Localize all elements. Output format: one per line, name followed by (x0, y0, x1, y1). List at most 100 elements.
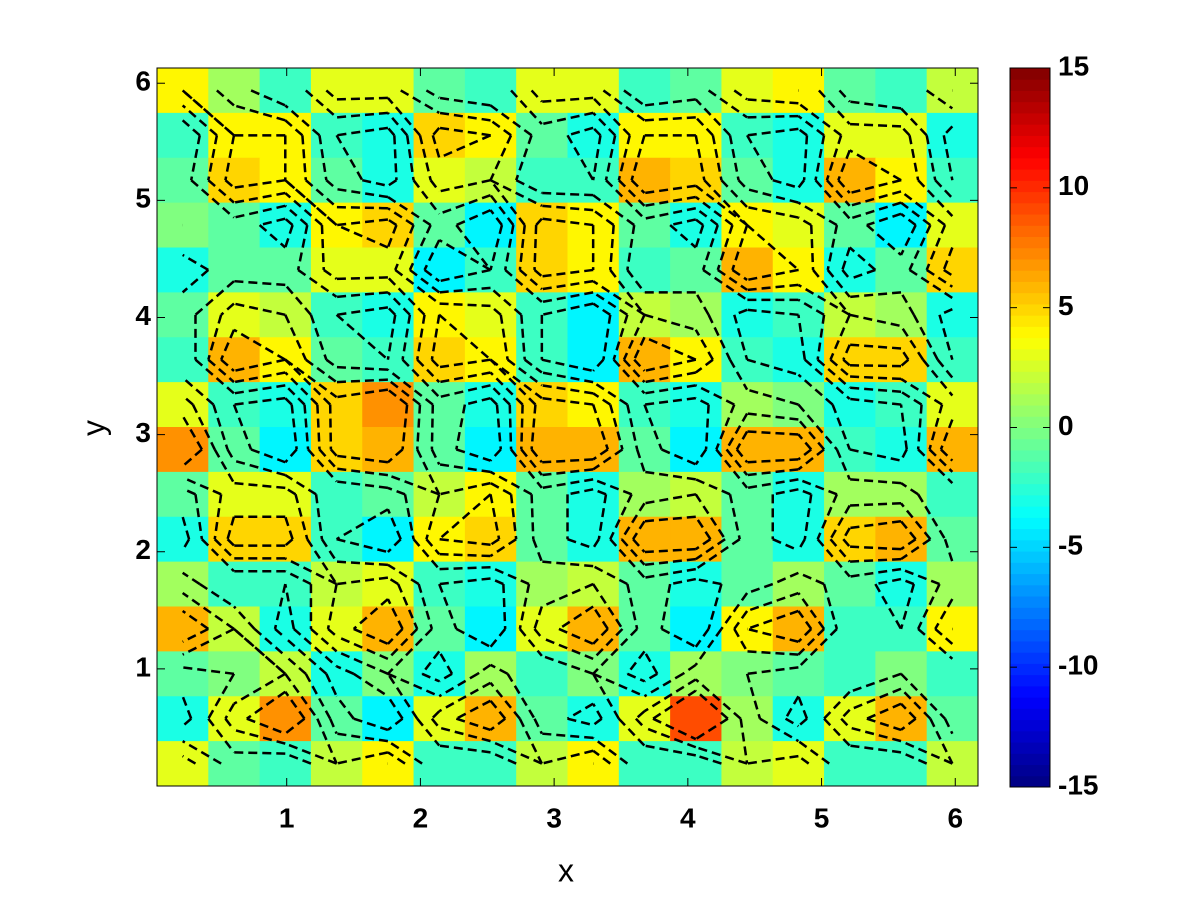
heatmap-cell (670, 427, 722, 473)
contour-line (181, 695, 193, 720)
heatmap-cell (157, 741, 209, 787)
contour-line (643, 650, 659, 675)
contour-line (797, 448, 813, 461)
heatmap-cell (362, 157, 415, 204)
contour-line (499, 314, 509, 360)
contour-line (284, 557, 338, 586)
heatmap-cell (721, 157, 774, 204)
contour-line (489, 681, 521, 720)
contour-line (900, 567, 940, 586)
colorbar-swatch (1010, 236, 1050, 249)
contour-line (541, 396, 594, 406)
contour-line (928, 404, 944, 450)
contour-line (735, 430, 749, 451)
contour-line (336, 560, 388, 567)
heatmap-cell (875, 112, 928, 159)
contour-line (605, 179, 646, 220)
contour-line (438, 650, 454, 675)
contour-line (849, 178, 902, 195)
contour-line (489, 119, 512, 137)
contour-line (401, 314, 412, 360)
contour-line (232, 404, 253, 450)
contour-line (284, 516, 294, 540)
contour-line (797, 201, 838, 227)
contour-line (733, 308, 748, 316)
contour-line (284, 654, 307, 675)
colorbar-swatch (1010, 169, 1050, 181)
contour-line (900, 125, 911, 137)
contour-line (694, 98, 731, 137)
contour-line (284, 119, 304, 137)
contour-line (416, 448, 441, 495)
contour-line (900, 672, 946, 720)
contour-line (284, 179, 338, 227)
colorbar-swatch (1010, 79, 1050, 91)
y-tick-label: 6 (135, 66, 151, 97)
contour-line (541, 384, 594, 395)
contour-line (439, 463, 491, 474)
contour-line (489, 358, 543, 400)
contour-line (694, 678, 742, 720)
heatmap-cell (362, 112, 415, 159)
contour-line (518, 718, 543, 765)
contour-line (567, 126, 594, 137)
contour-line (899, 347, 910, 361)
heatmap-cell (721, 696, 774, 742)
heatmap-cell (413, 157, 466, 204)
contour-line (682, 663, 697, 675)
heatmap-cell (824, 68, 876, 114)
contour-line (386, 97, 421, 137)
contour-line (644, 547, 696, 554)
contour-line (747, 114, 799, 119)
contour-line (408, 224, 432, 271)
contour-line (695, 538, 741, 571)
contour-line (917, 179, 954, 217)
contour-line (336, 111, 389, 119)
contour-line (644, 470, 696, 481)
contour-line (837, 179, 851, 194)
contour-line (592, 97, 631, 137)
contour-line (695, 538, 712, 551)
contour-line (908, 268, 954, 300)
contour-line (917, 493, 947, 540)
contour-line (592, 749, 612, 765)
contour-line (423, 239, 441, 271)
contour-line (831, 404, 851, 450)
contour-line (194, 280, 235, 316)
contour-line (838, 89, 851, 103)
heatmap-cell (259, 247, 312, 293)
colorbar-swatch (1010, 382, 1050, 395)
contour-line (455, 404, 467, 450)
contour-line (823, 690, 851, 720)
contour-line (309, 314, 328, 361)
contour-line (943, 718, 954, 735)
contour-line (181, 89, 235, 137)
contour-line (797, 610, 813, 630)
heatmap-cell (772, 696, 825, 742)
contour-line (387, 306, 397, 316)
contour-line (746, 582, 774, 595)
contour-line (626, 269, 646, 294)
contour-line (489, 538, 517, 558)
heatmap-cell (464, 202, 517, 248)
colorbar-swatch (1010, 281, 1050, 294)
contour-line (336, 467, 389, 477)
contour-line (900, 358, 910, 368)
heatmap-cell (310, 471, 363, 518)
x-tick-label: 3 (546, 802, 562, 833)
contour-line (644, 396, 696, 406)
contour-line (387, 368, 434, 406)
contour-line (336, 218, 389, 227)
contour-line (520, 314, 526, 360)
contour-line (643, 336, 697, 361)
contour-line (353, 672, 389, 698)
contour-line (303, 404, 310, 450)
contour-line (660, 583, 672, 630)
contour-line (917, 627, 954, 660)
contour-line (942, 247, 954, 271)
contour-line (306, 538, 338, 585)
contour-line (772, 538, 799, 552)
contour-line (415, 314, 426, 360)
contour-line (929, 718, 954, 765)
contour-line (233, 302, 286, 317)
